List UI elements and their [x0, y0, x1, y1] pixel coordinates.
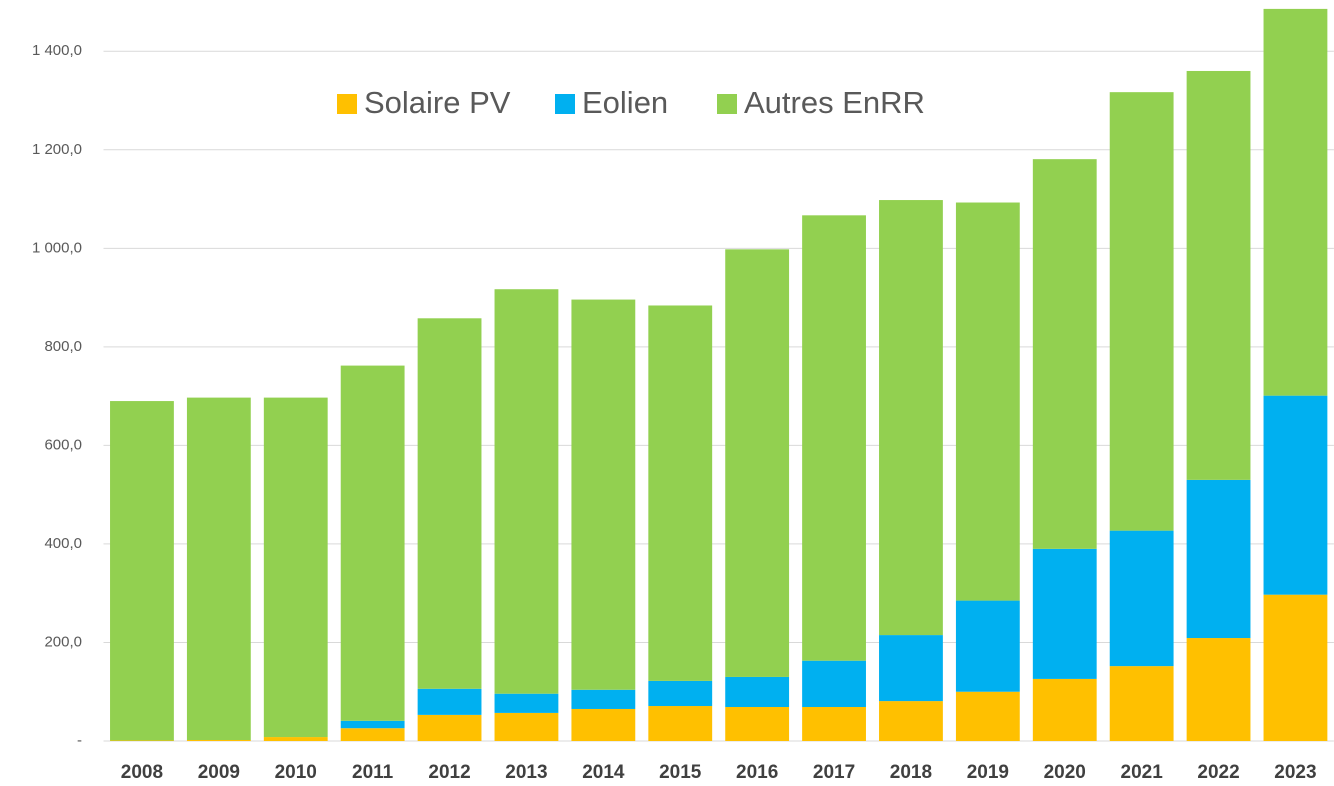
bar-segment	[340, 720, 405, 729]
bar-segment	[955, 600, 1020, 692]
x-tick-label: 2012	[428, 762, 470, 783]
bar-segment	[879, 635, 943, 702]
bar-segment	[1186, 479, 1251, 639]
bar-segment	[110, 401, 174, 741]
bar-segment	[725, 707, 790, 741]
bar-segment	[186, 397, 251, 741]
x-tick-label: 2021	[1121, 762, 1164, 783]
x-tick-label: 2010	[275, 762, 317, 783]
y-tick-label: 200,0	[44, 633, 82, 650]
x-tick-label: 2020	[1044, 762, 1086, 783]
bar-segment	[417, 318, 482, 689]
y-tick-label: 1 000,0	[32, 239, 82, 256]
bar-segment	[1263, 594, 1328, 741]
bar-segment	[1263, 8, 1328, 396]
bar-segment	[1186, 638, 1251, 741]
bar-segment	[1109, 92, 1174, 531]
x-tick-label: 2008	[121, 762, 163, 783]
bar-segment	[1186, 70, 1251, 480]
bar-segment	[340, 365, 405, 721]
bar-segment	[955, 691, 1020, 741]
bar-segment	[648, 305, 713, 681]
bar-segment	[648, 680, 713, 707]
bar-segment	[571, 689, 636, 709]
bar-segment	[879, 701, 943, 741]
bar-segment	[879, 200, 943, 636]
y-tick-label: 1 200,0	[32, 141, 82, 158]
bar-segment	[417, 688, 482, 715]
bar-segment	[340, 728, 405, 741]
x-tick-label: 2019	[967, 762, 1009, 783]
bar-segment	[1109, 530, 1174, 667]
bar-segment	[1032, 548, 1097, 679]
bar-segment	[1109, 666, 1174, 741]
bar-segment	[494, 693, 559, 713]
bar-segment	[186, 740, 251, 741]
y-tick-label: 800,0	[44, 338, 82, 355]
legend-swatch	[717, 94, 737, 114]
x-tick-label: 2011	[352, 762, 394, 783]
legend-label: Solaire PV	[364, 85, 511, 120]
bar-segment	[725, 676, 790, 708]
x-tick-label: 2017	[813, 762, 855, 783]
bar-segment	[802, 660, 866, 708]
y-tick-label: 600,0	[44, 436, 82, 453]
x-tick-label: 2022	[1197, 762, 1239, 783]
y-tick-label: 400,0	[44, 535, 82, 552]
bar-segment	[417, 714, 482, 741]
bar-segment	[571, 299, 636, 690]
y-tick-label: 1 400,0	[32, 42, 82, 59]
x-tick-label: 2009	[198, 762, 240, 783]
legend-swatch	[555, 94, 575, 114]
legend-label: Autres EnRR	[744, 85, 925, 120]
x-tick-label: 2023	[1274, 762, 1316, 783]
legend-swatch	[337, 94, 357, 114]
x-tick-label: 2016	[736, 762, 778, 783]
x-tick-label: 2018	[890, 762, 932, 783]
bar-segment	[648, 706, 713, 741]
legend-label: Eolien	[582, 85, 668, 120]
x-tick-label: 2013	[505, 762, 547, 783]
bar-segment	[263, 397, 328, 738]
x-tick-label: 2014	[582, 762, 625, 783]
bar-segment	[494, 712, 559, 741]
bar-segment	[802, 215, 866, 661]
y-tick-label: -	[77, 732, 82, 749]
bar-segment	[571, 708, 636, 741]
bar-segment	[955, 202, 1020, 601]
x-tick-label: 2015	[659, 762, 702, 783]
bar-segment	[1263, 395, 1328, 595]
bar-segment	[725, 249, 790, 677]
bar-segment	[1032, 159, 1097, 549]
bar-segment	[494, 289, 559, 694]
bar-segment	[1032, 678, 1097, 741]
bar-segment	[263, 737, 328, 741]
bar-segment	[802, 707, 866, 741]
